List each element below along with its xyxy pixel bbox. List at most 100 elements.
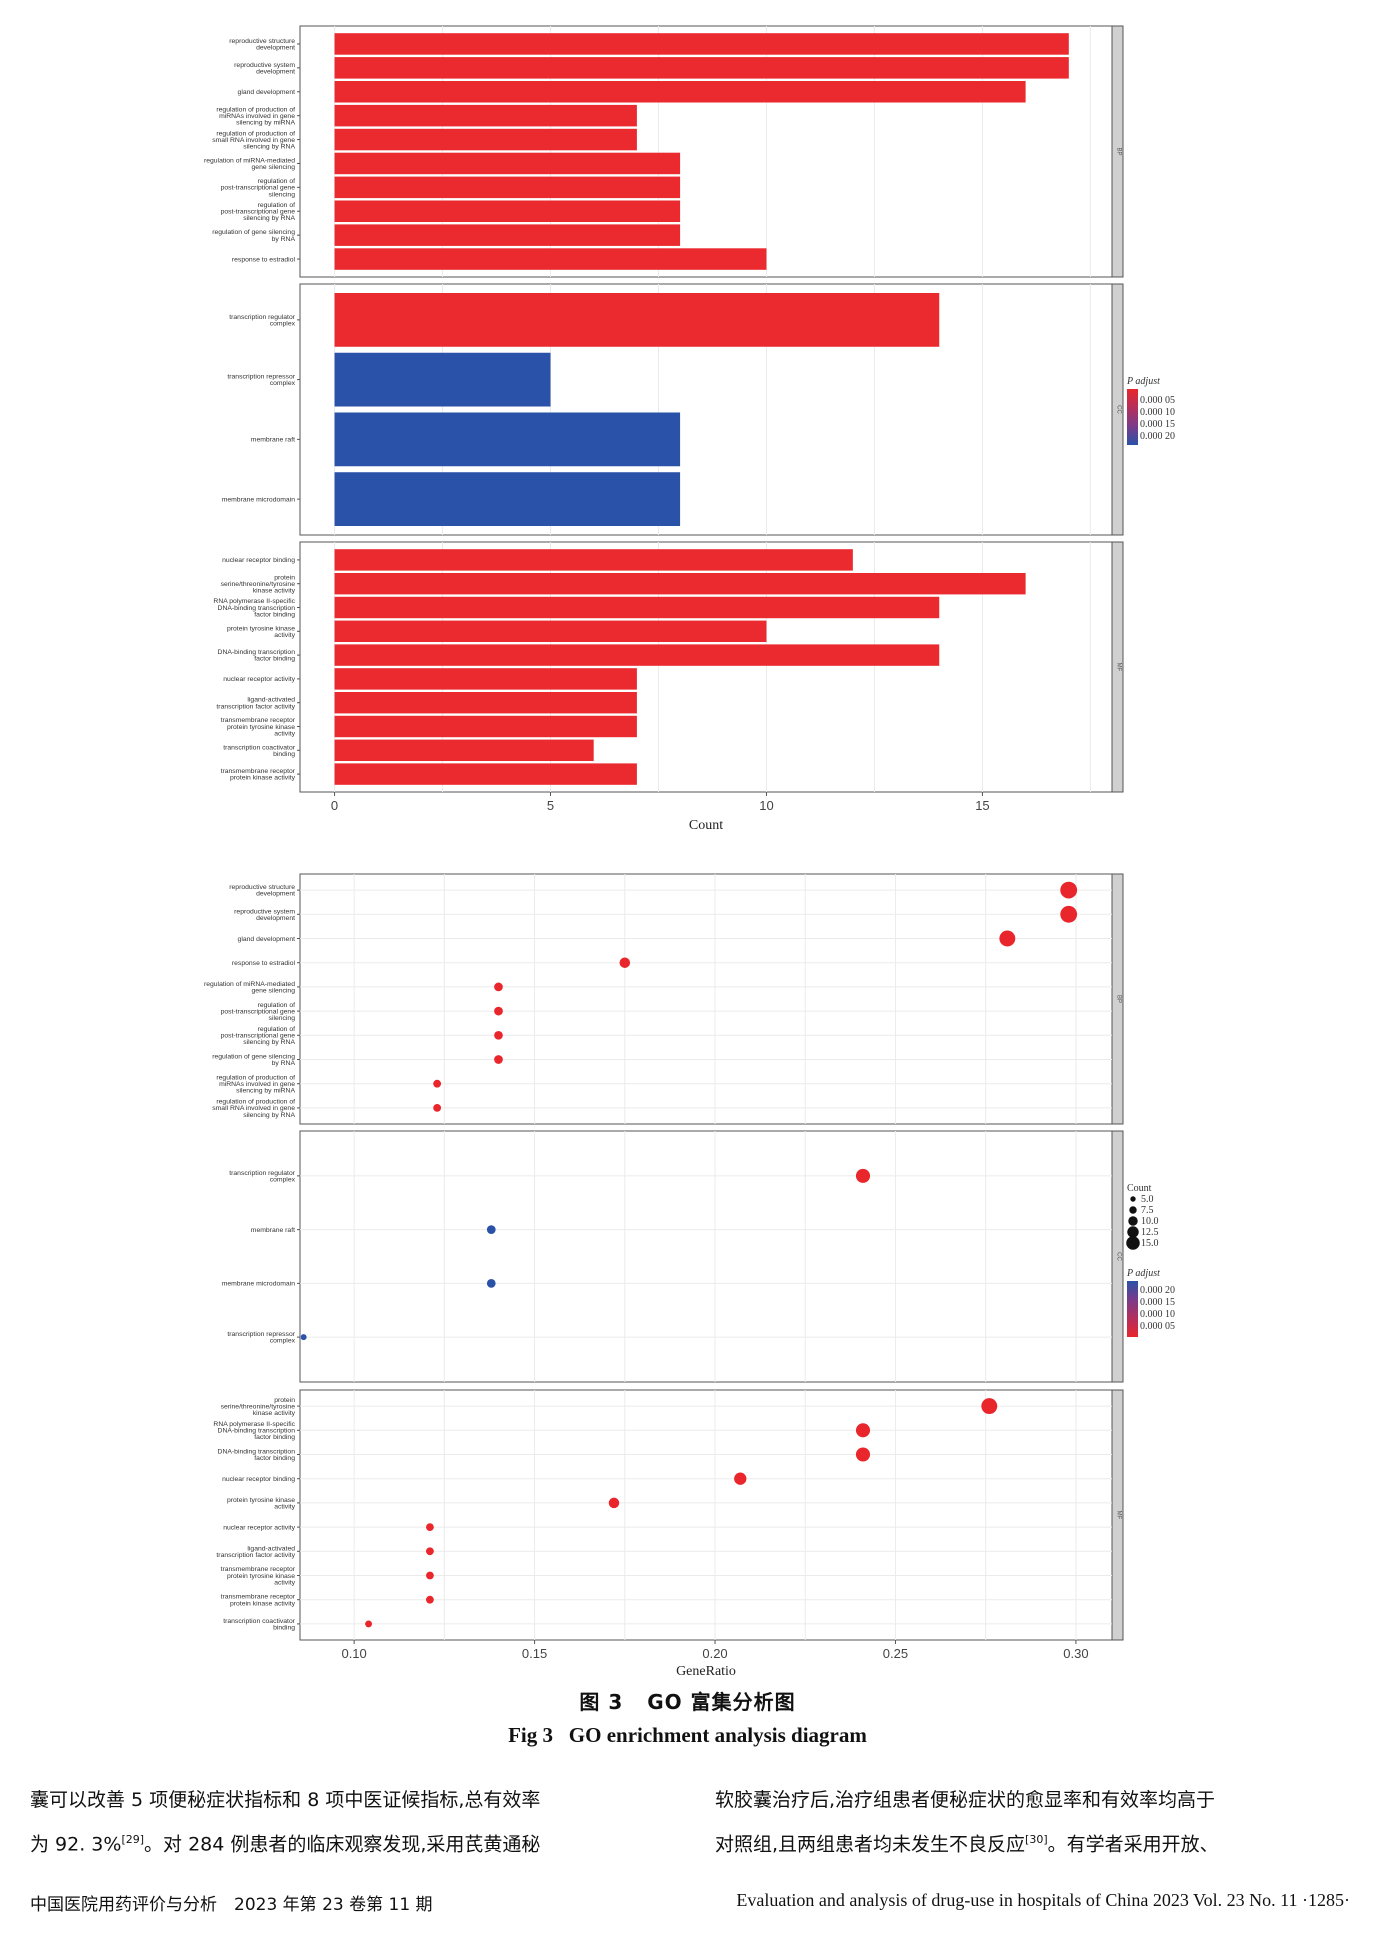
y-tick-label-line: reproductive system (234, 908, 295, 915)
y-tick-label-line: DNA-binding transcription (218, 1428, 296, 1435)
y-tick-label: transcription regulator complex (229, 314, 295, 328)
y-tick-label: regulation of gene silencing by RNA (212, 229, 295, 243)
dot-chart: BP reproductive structure developmentrepro… (204, 873, 1175, 1679)
text-run: 为 92. 3% (30, 1833, 122, 1856)
facet-label-dot-2: MF (1116, 1511, 1122, 1520)
data-point (300, 1334, 307, 1341)
y-tick-label: transmembrane receptor protein tyrosine k… (221, 717, 296, 737)
body-text-right: 软胶囊治疗后,治疗组患者便秘症状的愈显率和有效率均高于 对照组,且两组患者均未发… (715, 1780, 1355, 1864)
legend-color-label: 0.000 20 (1140, 1285, 1175, 1296)
y-tick-label: membrane raft (251, 437, 295, 444)
y-tick-label-line: silencing by RNA (243, 215, 295, 222)
legend-colorbar (1127, 1281, 1138, 1337)
facet-strip-dot-1 (1111, 1130, 1124, 1383)
text-run: 软胶囊治疗后,治疗组患者便秘症状的愈显率和有效率均高于 (715, 1789, 1216, 1811)
bar (334, 33, 1069, 55)
data-point (734, 1472, 747, 1485)
data-point (999, 930, 1016, 947)
legend-label: 0.000 20 (1140, 431, 1175, 442)
legend-size-key (1130, 1196, 1136, 1202)
caption-en-prefix: Fig 3 (508, 1723, 554, 1747)
y-tick-label-line: nuclear receptor activity (223, 1524, 295, 1531)
x-tick-label: 0.30 (1063, 1646, 1088, 1661)
y-tick-label-line: DNA-binding transcription (218, 605, 296, 612)
y-tick-label-line: development (256, 915, 295, 922)
y-tick-label: membrane microdomain (222, 1281, 296, 1288)
y-tick-label-line: serine/threonine/tyrosine (221, 1403, 296, 1410)
y-tick-label-line: reproductive structure (229, 884, 295, 891)
y-tick-label-line: regulation of miRNA-mediated (204, 157, 295, 164)
bar (334, 739, 594, 762)
y-tick-label-line: regulation of (258, 1026, 296, 1033)
text-line: 对照组,且两组患者均未发生不良反应[30]。有学者采用开放、 (715, 1820, 1355, 1864)
x-tick-label: 15 (975, 798, 989, 813)
caption-cn-prefix: 图 3 (579, 1690, 624, 1714)
y-tick-label: transcription repressor complex (227, 374, 295, 388)
body-text-left: 囊可以改善 5 项便秘症状指标和 8 项中医证候指标,总有效率 为 92. 3%… (30, 1780, 670, 1864)
y-tick-label: nuclear receptor binding (222, 1476, 295, 1483)
y-tick-label: nuclear receptor activity (223, 1524, 295, 1531)
y-tick-label: transcription repressor complex (227, 1331, 295, 1345)
data-point (426, 1571, 434, 1580)
legend-size-label: 12.5 (1141, 1227, 1159, 1238)
legend-size-key (1128, 1216, 1138, 1226)
legend-size-label: 7.5 (1141, 1205, 1154, 1216)
legend-size-key (1127, 1226, 1139, 1238)
y-tick-label-line: ligand-activated (247, 697, 295, 704)
bar (334, 412, 681, 467)
y-tick-label: regulation of miRNA-mediated gene silenci… (204, 157, 295, 171)
y-tick-label: membrane raft (251, 1227, 295, 1234)
x-tick-label: 0 (331, 798, 338, 813)
y-tick-label-line: reproductive system (234, 62, 295, 69)
y-tick-label-line: small RNA involved in gene (212, 1105, 295, 1112)
y-tick-label: nuclear receptor binding (222, 557, 295, 564)
y-tick-label-line: silencing by miRNA (236, 1088, 295, 1095)
y-tick-label-line: regulation of production of (216, 130, 295, 137)
y-tick-label-line: activity (274, 1579, 295, 1586)
bar (334, 224, 681, 246)
y-tick-label-line: silencing by RNA (243, 1039, 295, 1046)
bar (334, 248, 767, 270)
y-tick-label: DNA-binding transcription factor binding (218, 649, 296, 663)
y-tick-label-line: factor binding (254, 1455, 295, 1462)
y-tick-label-line: regulation of gene silencing (212, 1054, 295, 1061)
data-point (855, 1423, 871, 1438)
data-point (494, 1030, 503, 1040)
facet-label-bar-1: CC (1116, 405, 1122, 414)
data-point (1060, 881, 1078, 899)
legend-color-label: 0.000 15 (1140, 1297, 1175, 1308)
y-tick-label-line: regulation of gene silencing (212, 229, 295, 236)
facet-label-dot-1: CC (1116, 1252, 1122, 1261)
data-point (486, 1225, 496, 1234)
data-point (433, 1079, 442, 1088)
facet-label-dot-0: BP (1116, 995, 1122, 1003)
y-tick-label: regulation of production of small RNA inv… (212, 130, 295, 150)
y-tick-label-line: development (256, 68, 295, 75)
legend-color-label: 0.000 05 (1140, 1321, 1175, 1332)
data-point (981, 1398, 998, 1415)
y-tick-label-line: transcription coactivator (223, 744, 296, 751)
y-tick-label-line: kinase activity (253, 1410, 296, 1417)
y-tick-label: protein tyrosine kinase activity (227, 1497, 296, 1511)
legend-label: 0.000 10 (1140, 407, 1175, 418)
y-tick-label-line: silencing by RNA (243, 1112, 295, 1119)
y-tick-label-line: regulation of miRNA-mediated (204, 981, 295, 988)
y-tick-label-line: silencing (269, 1015, 296, 1022)
legend-size-title: Count (1127, 1183, 1152, 1194)
figure-caption-cn: 图 3 GO 富集分析图 (0, 1686, 1375, 1715)
y-tick-label-line: protein tyrosine kinase (227, 1497, 295, 1504)
y-tick-label-line: membrane microdomain (222, 496, 296, 503)
bar (334, 57, 1069, 79)
caption-en-title: GO enrichment analysis diagram (568, 1723, 867, 1747)
y-tick-label-line: complex (270, 1338, 296, 1345)
y-tick-label-line: membrane microdomain (222, 1281, 296, 1288)
y-tick-label: regulation of production of miRNAs involv… (216, 106, 295, 126)
y-tick-label-line: post-transcriptional gene (221, 1033, 296, 1040)
y-tick-label: regulation of post-transcriptional gene si… (221, 178, 296, 198)
text-run: 囊可以改善 5 项便秘症状指标和 8 项中医证候指标,总有效率 (30, 1789, 541, 1811)
y-tick-label-line: DNA-binding transcription (218, 1449, 296, 1456)
text-line: 为 92. 3%[29]。对 284 例患者的临床观察发现,采用芪黄通秘 (30, 1820, 670, 1864)
facet-strip-dot-0 (1111, 873, 1124, 1125)
y-tick-label-line: membrane raft (251, 1227, 295, 1234)
y-tick-label-line: protein (274, 574, 295, 581)
